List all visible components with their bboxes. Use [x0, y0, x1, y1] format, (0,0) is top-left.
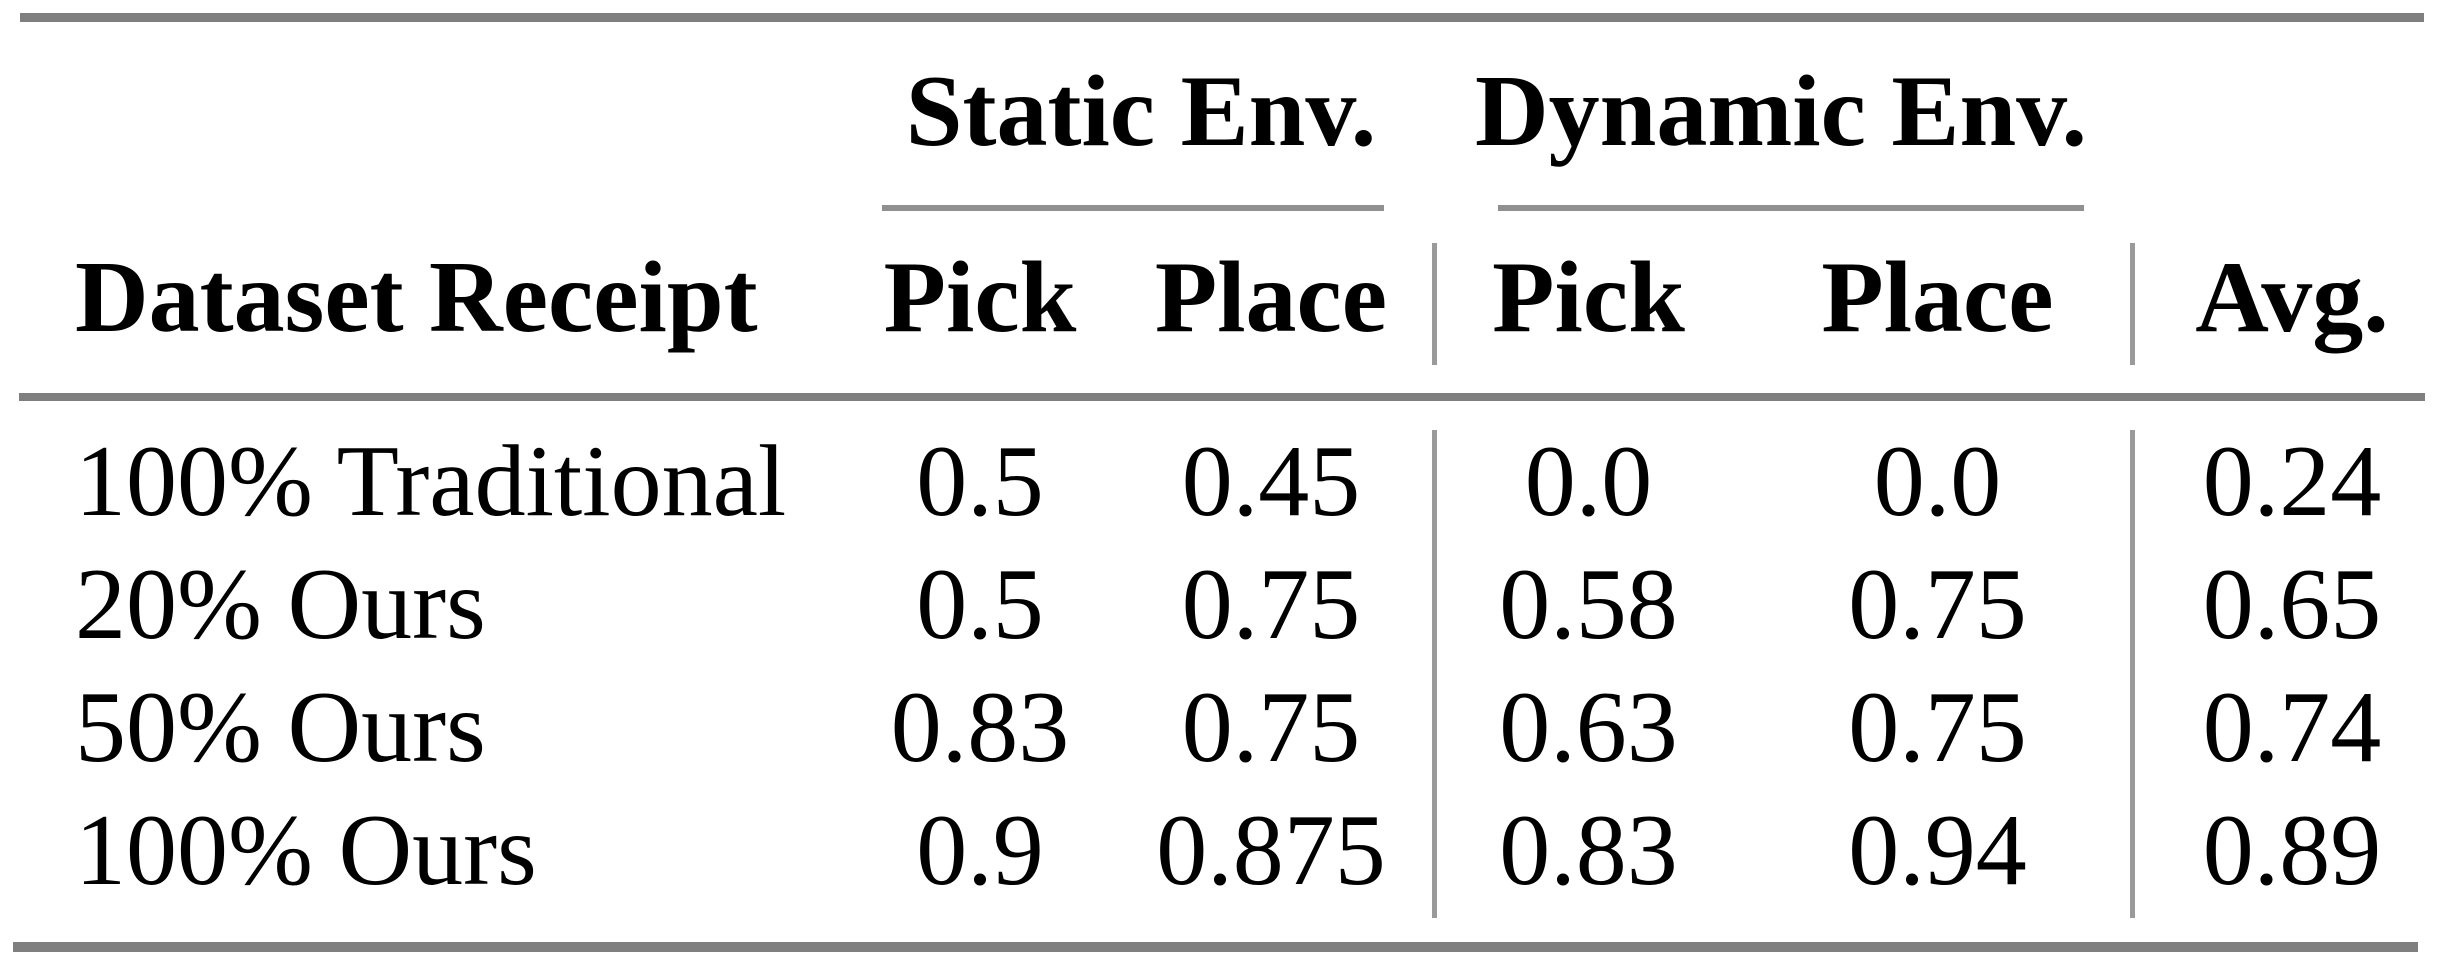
cell-dynamic-pick: 0.0: [1524, 425, 1653, 538]
column-header-row: Dataset Receipt Pick Place Pick Place Av…: [0, 246, 2440, 350]
cell-dynamic-pick: 0.58: [1499, 548, 1678, 661]
col-header-dynamic-place: Place: [1821, 241, 2054, 354]
cell-avg: 0.89: [2202, 794, 2382, 907]
cell-dynamic-place: 0.94: [1848, 794, 2027, 907]
vertical-separator-1-header: [1432, 243, 1437, 365]
row-label: 20% Ours: [75, 548, 486, 661]
cell-static-pick: 0.5: [916, 425, 1044, 538]
cell-dynamic-place: 0.75: [1848, 671, 2027, 784]
cell-avg: 0.74: [2202, 671, 2382, 784]
static-group-underline: [882, 205, 1384, 211]
cell-dynamic-pick: 0.83: [1499, 794, 1678, 907]
cell-dynamic-pick: 0.63: [1499, 671, 1678, 784]
cell-avg: 0.24: [2202, 425, 2382, 538]
table-row: 100% Traditional 0.5 0.45 0.0 0.0 0.24: [0, 430, 2440, 534]
cell-dynamic-place: 0.0: [1873, 425, 2002, 538]
table-row: 50% Ours 0.83 0.75 0.63 0.75 0.74: [0, 676, 2440, 780]
col-header-avg: Avg.: [2195, 241, 2389, 354]
dynamic-group-underline: [1498, 205, 2084, 211]
group-header-spacer: [0, 60, 850, 164]
cell-static-pick: 0.9: [916, 794, 1044, 907]
cell-static-place: 0.875: [1156, 794, 1386, 907]
col-header-static-pick: Pick: [883, 241, 1077, 354]
row-label: 100% Ours: [75, 794, 537, 907]
group-header-dynamic-env: Dynamic Env.: [1474, 55, 2088, 168]
table-row: 100% Ours 0.9 0.875 0.83 0.94 0.89: [0, 799, 2440, 903]
cell-static-place: 0.45: [1181, 425, 1361, 538]
cell-static-pick: 0.83: [890, 671, 1070, 784]
cell-static-place: 0.75: [1181, 548, 1361, 661]
header-bottom-rule: [19, 393, 2425, 401]
cell-static-place: 0.75: [1181, 671, 1361, 784]
table-row: 20% Ours 0.5 0.75 0.58 0.75 0.65: [0, 553, 2440, 657]
group-header-static-env: Static Env.: [905, 55, 1377, 168]
top-rule: [20, 13, 2424, 22]
col-header-static-place: Place: [1154, 241, 1388, 354]
bottom-rule: [13, 942, 2418, 952]
cell-static-pick: 0.5: [916, 548, 1044, 661]
row-label: 100% Traditional: [75, 425, 787, 538]
col-header-dataset-receipt: Dataset Receipt: [75, 241, 758, 354]
col-header-dynamic-pick: Pick: [1492, 241, 1685, 354]
cell-avg: 0.65: [2202, 548, 2382, 661]
vertical-separator-1-body: [1432, 430, 1437, 918]
vertical-separator-2-body: [2130, 430, 2135, 918]
vertical-separator-2-header: [2130, 243, 2135, 365]
cell-dynamic-place: 0.75: [1848, 548, 2027, 661]
row-label: 50% Ours: [75, 671, 486, 784]
group-header-spacer: [2130, 60, 2440, 164]
group-header-row: Static Env. Dynamic Env.: [0, 60, 2440, 164]
